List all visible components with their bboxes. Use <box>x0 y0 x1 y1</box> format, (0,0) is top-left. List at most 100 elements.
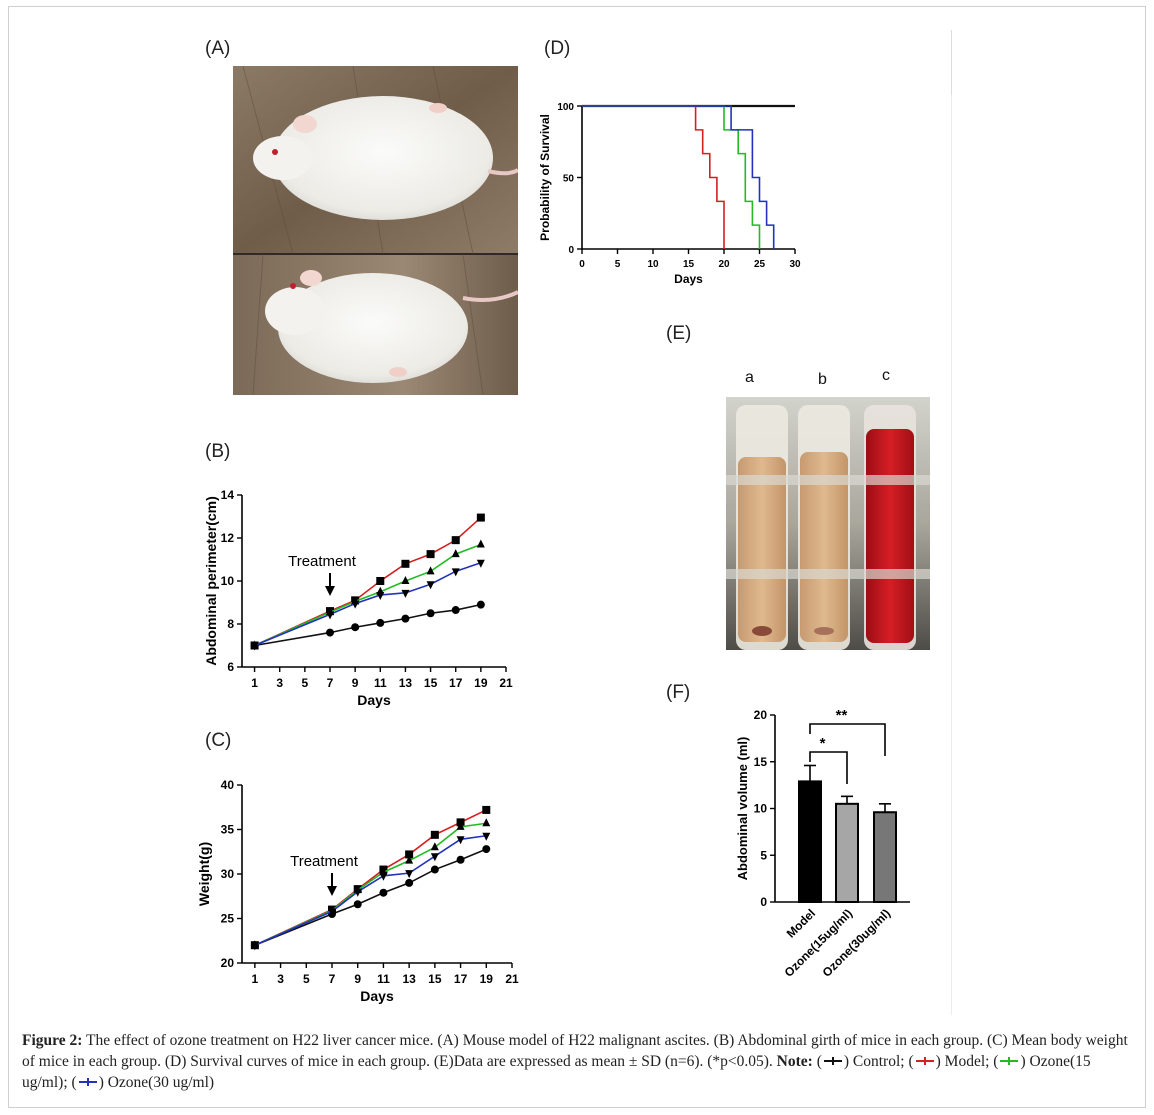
tube-label-c: c <box>882 367 890 384</box>
y-tick-label: 40 <box>221 778 235 792</box>
point-model <box>426 550 435 559</box>
point-model <box>430 830 439 839</box>
line-ozone15 <box>254 543 482 647</box>
legend-model-symbol <box>914 1052 936 1065</box>
x-tick-label: 3 <box>277 972 284 986</box>
y-tick-label: 6 <box>227 660 234 674</box>
y-tick-label: 8 <box>227 617 234 631</box>
y-tick-label: 10 <box>221 574 235 588</box>
point-model <box>451 536 460 545</box>
treatment-annotation: Treatment <box>288 553 357 570</box>
x-tick-label: 0 <box>579 259 585 270</box>
x-axis-label: Days <box>360 988 394 1004</box>
point-ozone15 <box>405 855 414 864</box>
x-tick-label: 15 <box>424 676 438 690</box>
x-tick-label: 5 <box>303 972 310 986</box>
caption-figure-label: Figure 2: <box>22 1032 83 1049</box>
point-control <box>456 855 465 864</box>
survival-line-ozone30 <box>582 105 775 249</box>
point-ozone15 <box>451 549 460 558</box>
survival-chart: 0 50 100 0 5 10 15 20 25 30 Days Probability of Sur… <box>538 102 801 286</box>
bar-0 <box>798 780 822 903</box>
panel-label-d: (D) <box>544 38 571 59</box>
point-ozone15 <box>430 842 439 851</box>
line-model <box>254 809 487 946</box>
tube-label-b: b <box>818 371 827 388</box>
point-control <box>476 600 485 609</box>
point-ozone15 <box>426 566 435 575</box>
abdominal-volume-bar-chart: 0 5 10 15 20 Abdominal volume (ml) ModelOzone(… <box>735 707 910 980</box>
x-axis-label: Days <box>357 692 391 708</box>
point-ozone30 <box>451 568 460 577</box>
series-ozone15 <box>582 105 761 249</box>
point-ozone30 <box>426 581 435 590</box>
series-ozone30 <box>250 559 485 651</box>
x-tick-label: 25 <box>754 259 766 270</box>
x-axis-label: Days <box>674 272 703 286</box>
bar-1 <box>835 802 859 903</box>
y-tick-label: 20 <box>221 956 235 970</box>
caption-text: The effect of ozone treatment on H22 liv… <box>22 1032 1128 1070</box>
point-model <box>401 559 410 568</box>
point-ozone30 <box>379 872 388 881</box>
x-tick-label: 21 <box>505 972 519 986</box>
legend-line-model <box>915 1057 934 1065</box>
point-control <box>401 614 410 623</box>
legend-control-symbol <box>822 1052 844 1065</box>
tube-label-a: a <box>745 369 754 386</box>
panel-label-f: (F) <box>666 682 691 703</box>
treatment-annotation: Treatment <box>290 853 359 870</box>
x-tick-label: 7 <box>329 972 336 986</box>
legend-line-control <box>823 1057 842 1065</box>
category-label-2: Ozone(30ug/ml) <box>820 906 894 980</box>
y-tick-label: 100 <box>557 102 574 113</box>
series-model <box>250 513 485 650</box>
column-divider-top <box>951 30 952 95</box>
series-control <box>250 845 491 950</box>
significance-label-0: * <box>820 735 826 752</box>
panel-label-e: (E) <box>666 323 692 344</box>
mouse-photo-drawing <box>233 66 518 395</box>
series-model <box>582 105 725 249</box>
point-ozone30 <box>250 642 259 651</box>
x-tick-label: 17 <box>454 972 468 986</box>
bar-2 <box>873 811 897 903</box>
figure-caption: Figure 2: The effect of ozone treatment … <box>22 1032 1128 1091</box>
line-control <box>254 848 487 946</box>
series-ozone30 <box>250 832 491 951</box>
point-ozone15 <box>401 576 410 584</box>
y-tick-label: 12 <box>221 531 235 545</box>
point-control <box>376 618 385 627</box>
panel-label-b: (B) <box>205 441 231 462</box>
panel-label-c: (C) <box>205 730 232 751</box>
x-tick-label: 13 <box>399 676 413 690</box>
point-ozone30 <box>250 942 259 951</box>
panel-label-a: (A) <box>205 38 231 59</box>
point-ozone30 <box>405 870 414 879</box>
point-ozone30 <box>482 832 491 841</box>
x-tick-label: 19 <box>480 972 494 986</box>
x-tick-label: 30 <box>789 259 801 270</box>
point-ozone15 <box>456 821 465 830</box>
legend-ozone30-symbol <box>77 1073 99 1086</box>
survival-line-model <box>582 105 725 249</box>
x-tick-label: 1 <box>251 676 258 690</box>
significance-label-1: ** <box>836 707 848 724</box>
y-axis-label: Weight(g) <box>196 842 212 906</box>
point-control <box>326 628 334 637</box>
x-tick-label: 20 <box>718 259 730 270</box>
series-ozone30 <box>582 105 775 249</box>
column-divider <box>951 30 952 1015</box>
point-model <box>376 577 385 585</box>
y-axis-label: Abdominal perimeter(cm) <box>203 496 219 666</box>
point-model <box>405 850 414 859</box>
legend-line-ozone30 <box>78 1078 97 1086</box>
y-tick-label: 20 <box>754 708 768 722</box>
treatment-arrow-head <box>325 586 335 596</box>
point-control <box>379 888 388 897</box>
point-ozone30 <box>326 611 334 620</box>
line-ozone30 <box>254 834 487 946</box>
x-tick-label: 9 <box>352 676 359 690</box>
